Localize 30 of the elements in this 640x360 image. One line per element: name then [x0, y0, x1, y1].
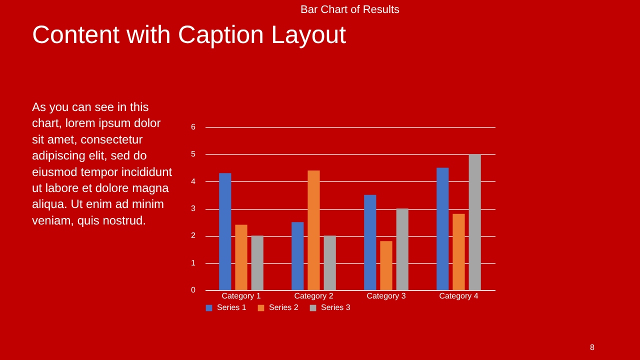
y-tick-label: 3	[191, 204, 196, 213]
x-tick-label: Category 1	[222, 292, 262, 300]
text: As you can see in this chart, lorem ipsum dolor sit amet, consectetur adipiscing elit, sed do eiusmod tempor incididunt ut labore et dolore magna aliqua. Ut enim ad minim veniam, quis nostrud.	[32, 100, 173, 228]
y-tick-label: 2	[191, 231, 196, 240]
y-tick-label: 1	[191, 258, 196, 268]
bar	[436, 168, 449, 290]
y-tick-label: 5	[191, 150, 196, 159]
x-tick-label: Category 3	[366, 292, 406, 300]
bar	[452, 214, 465, 290]
bar	[235, 224, 248, 290]
bar	[308, 170, 320, 290]
x-tick-label: Category 4	[439, 292, 479, 300]
legend-label: Series 3	[321, 303, 351, 312]
x-tick-label: Category 2	[294, 292, 334, 300]
y-tick-label: 0	[191, 286, 196, 294]
y-tick-label: 4	[191, 176, 196, 186]
bar	[219, 173, 232, 290]
text: Content with Caption Layout	[32, 21, 346, 49]
bar	[468, 154, 481, 290]
bar	[292, 222, 304, 290]
bar	[251, 236, 264, 290]
y-tick-label: 6	[191, 122, 196, 132]
bar	[396, 208, 408, 290]
chart-title: Bar Chart of Results	[300, 4, 400, 16]
text: 8	[590, 343, 595, 352]
bar	[324, 236, 336, 290]
legend-label: Series 1	[217, 303, 247, 312]
bar	[380, 241, 392, 290]
legend-label: Series 2	[269, 303, 299, 312]
bar	[364, 194, 376, 290]
